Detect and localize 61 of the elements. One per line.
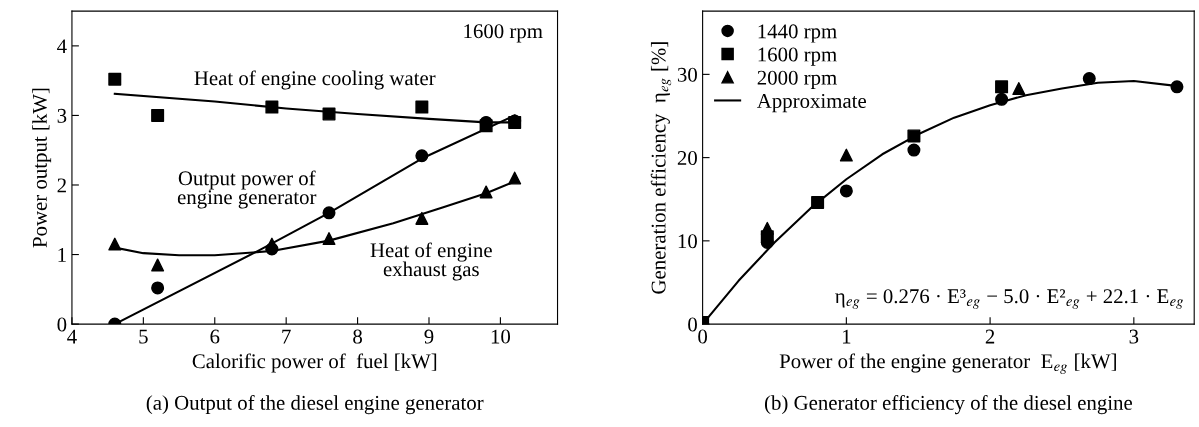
annotation: η$_{eg}$ = 0.276 · E³$_{eg}$ − 5.0 · E²$_{eg}$ + 22.1 · E$_{eg}$: [835, 289, 1183, 309]
y-tick-label: 0: [57, 317, 67, 332]
x-tick-label: 9: [424, 329, 434, 344]
y-tick-label: 0: [688, 317, 697, 332]
x-tick-label: 1: [842, 329, 851, 344]
x-tick-label: 0: [698, 329, 708, 344]
y-tick-label: 10: [678, 234, 697, 249]
x-tick-label: 5: [139, 329, 148, 344]
point: [1082, 72, 1096, 86]
x-tick-label: 6: [210, 329, 220, 344]
legend-label: Approximate: [756, 93, 866, 113]
point: [151, 281, 165, 295]
point: [907, 129, 921, 143]
y-axis-title: Power output [kW]: [32, 88, 52, 248]
point: [265, 100, 279, 114]
y-tick-label: 2: [57, 178, 66, 193]
point: [995, 92, 1009, 106]
y-tick-label: 30: [677, 67, 697, 82]
annotation: Heat of engine cooling water: [194, 70, 436, 90]
legend-label: 2000 rpm: [757, 70, 837, 89]
annotation: Heat of engine exhaust gas: [370, 242, 492, 281]
point: [1012, 82, 1026, 96]
point: [479, 185, 493, 199]
point: [415, 211, 429, 225]
x-tick-label: 8: [353, 329, 362, 344]
text: (b) Generator efficiency of the diesel engine: [764, 394, 1133, 415]
point: [995, 80, 1009, 94]
point: [839, 184, 853, 198]
point: [108, 72, 122, 86]
point: [322, 206, 336, 220]
x-tick-label: 7: [282, 329, 291, 344]
point: [322, 232, 336, 246]
annotation: Output power of engine generator: [177, 170, 317, 209]
point: [811, 196, 825, 210]
point: [151, 258, 165, 272]
point: [907, 143, 921, 157]
point: [265, 237, 279, 251]
point: [508, 171, 522, 185]
x-axis-title: Power of the engine generator E$_{eg}$ [kW]: [779, 353, 1116, 374]
x-tick-label: 4: [67, 329, 77, 344]
point: [322, 107, 336, 121]
point: [415, 100, 429, 114]
point: [1170, 80, 1184, 94]
y-tick-label: 3: [57, 108, 67, 123]
text: (a) Output of the diesel engine generator: [146, 394, 484, 415]
y-tick-label: 20: [677, 150, 697, 166]
point: [108, 237, 122, 251]
x-tick-label: 2: [985, 329, 995, 344]
legend-label: 1600 rpm: [758, 47, 837, 66]
x-tick-label: 10: [491, 329, 511, 344]
y-tick-label: 4: [57, 39, 67, 54]
legend-label: 1440 rpm: [758, 24, 837, 43]
point: [760, 221, 774, 235]
y-axis-title: Generation efficiency η$_{eg}$ [%]: [650, 42, 672, 294]
x-axis-title: Calorific power of fuel [kW]: [192, 353, 437, 373]
point: [151, 108, 165, 122]
y-tick-label: 1: [58, 248, 66, 262]
x-tick-label: 3: [1129, 329, 1139, 344]
point: [839, 148, 853, 162]
point: [415, 149, 429, 163]
annotation: 1600 rpm: [464, 24, 543, 43]
